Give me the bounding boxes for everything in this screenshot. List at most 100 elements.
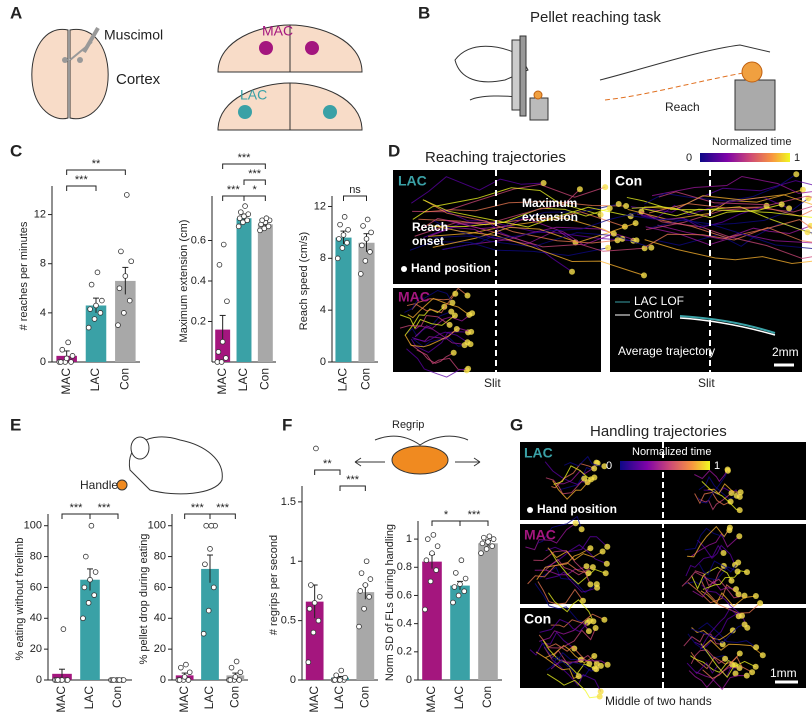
trajectory	[694, 570, 745, 599]
data-point	[363, 558, 370, 565]
x-tick-label: LAC	[82, 686, 96, 710]
scale-label: 2mm	[772, 345, 799, 359]
trajectory	[545, 544, 607, 565]
y-tick-label: 8	[320, 252, 326, 264]
data-point	[87, 576, 93, 583]
data-point	[69, 353, 76, 359]
trajectory	[536, 547, 591, 580]
significance-bracket	[243, 195, 266, 201]
hand-dot	[735, 559, 742, 566]
data-point	[85, 600, 92, 606]
data-point	[356, 623, 362, 630]
hand-dot	[736, 650, 743, 657]
panel-label: A	[10, 3, 22, 22]
x-tick-label: LAC	[332, 686, 346, 710]
y-tick-label: 0.2	[191, 315, 206, 327]
data-point	[115, 322, 121, 328]
trajectory	[407, 297, 470, 319]
data-point	[310, 629, 317, 636]
bar	[356, 592, 375, 680]
x-tick-label: LAC	[88, 368, 102, 392]
trajectory	[404, 306, 445, 336]
data-point	[211, 584, 217, 591]
trajectory	[422, 199, 631, 228]
data-point	[185, 677, 192, 683]
significance-label: ***	[75, 174, 89, 186]
trajectory	[701, 639, 764, 656]
x-tick-label: LAC	[336, 368, 350, 392]
data-point	[263, 215, 270, 222]
significance-label: ***	[468, 509, 482, 521]
trajectory	[698, 622, 757, 648]
x-tick-label: LAC	[452, 686, 466, 710]
x-tick-label: MAC	[215, 368, 229, 395]
bar	[335, 237, 352, 362]
data-point	[128, 258, 135, 265]
hand-dot	[601, 463, 608, 470]
data-point	[92, 569, 99, 575]
data-point	[357, 588, 364, 594]
bar	[450, 585, 470, 680]
y-tick-label: 4	[40, 307, 46, 319]
y-axis-label: % pellet drop during eating	[138, 534, 150, 665]
y-tick-label: 20	[30, 643, 42, 655]
label: Con	[615, 173, 642, 189]
label: onset	[412, 234, 444, 248]
data-point	[59, 346, 66, 353]
trajectory	[694, 491, 731, 506]
significance-bracket	[431, 520, 461, 526]
hand-dot	[786, 205, 793, 212]
y-tick-label: 8	[40, 258, 46, 270]
data-point	[216, 261, 223, 268]
label: Middle of two hands	[605, 694, 712, 708]
data-point	[80, 615, 86, 622]
trajectory	[703, 487, 741, 498]
hand-dot	[585, 570, 592, 577]
data-point	[64, 677, 71, 683]
data-point	[215, 349, 222, 355]
trajectory	[697, 539, 736, 566]
x-tick-label: MAC	[424, 686, 438, 713]
label: MAC	[262, 23, 293, 39]
data-point	[183, 661, 189, 668]
y-tick-label: 40	[154, 612, 166, 624]
label: LAC	[398, 173, 427, 189]
significance-bracket	[243, 179, 266, 185]
trajectory	[644, 173, 797, 205]
label: Slit	[698, 376, 715, 390]
trajectory	[550, 550, 606, 585]
trajectory	[631, 203, 782, 219]
data-point	[332, 677, 338, 683]
colorbar-title: Normalized time	[632, 446, 711, 458]
data-point	[65, 339, 71, 346]
data-point	[208, 522, 215, 529]
significance-label: *	[444, 509, 449, 521]
y-axis-label: # regrips per second	[268, 535, 280, 635]
data-point	[202, 561, 208, 568]
data-point	[200, 630, 207, 637]
data-point	[116, 677, 123, 683]
hand-dot	[586, 618, 593, 624]
data-point	[305, 659, 312, 665]
y-tick-label: 0.6	[397, 589, 412, 601]
data-point	[83, 553, 89, 560]
hand-dot	[605, 244, 612, 251]
y-tick-label: 60	[30, 581, 42, 593]
y-tick-label: 0	[40, 356, 46, 368]
trajectory	[399, 314, 450, 329]
x-tick-label: Con	[118, 368, 132, 390]
trajectories	[399, 171, 812, 378]
data-point	[368, 229, 374, 236]
data-point	[124, 192, 130, 198]
hand-dot	[589, 564, 596, 571]
trajectory	[432, 222, 636, 248]
colorbar-label: 0	[606, 460, 612, 472]
data-point	[121, 310, 127, 316]
data-point	[116, 285, 123, 292]
data-point	[245, 211, 252, 217]
trajectory	[553, 465, 592, 485]
hand-dot	[588, 476, 595, 483]
y-tick-label: 0	[290, 674, 296, 686]
data-point	[205, 607, 212, 614]
y-tick-label: 0	[406, 674, 412, 686]
